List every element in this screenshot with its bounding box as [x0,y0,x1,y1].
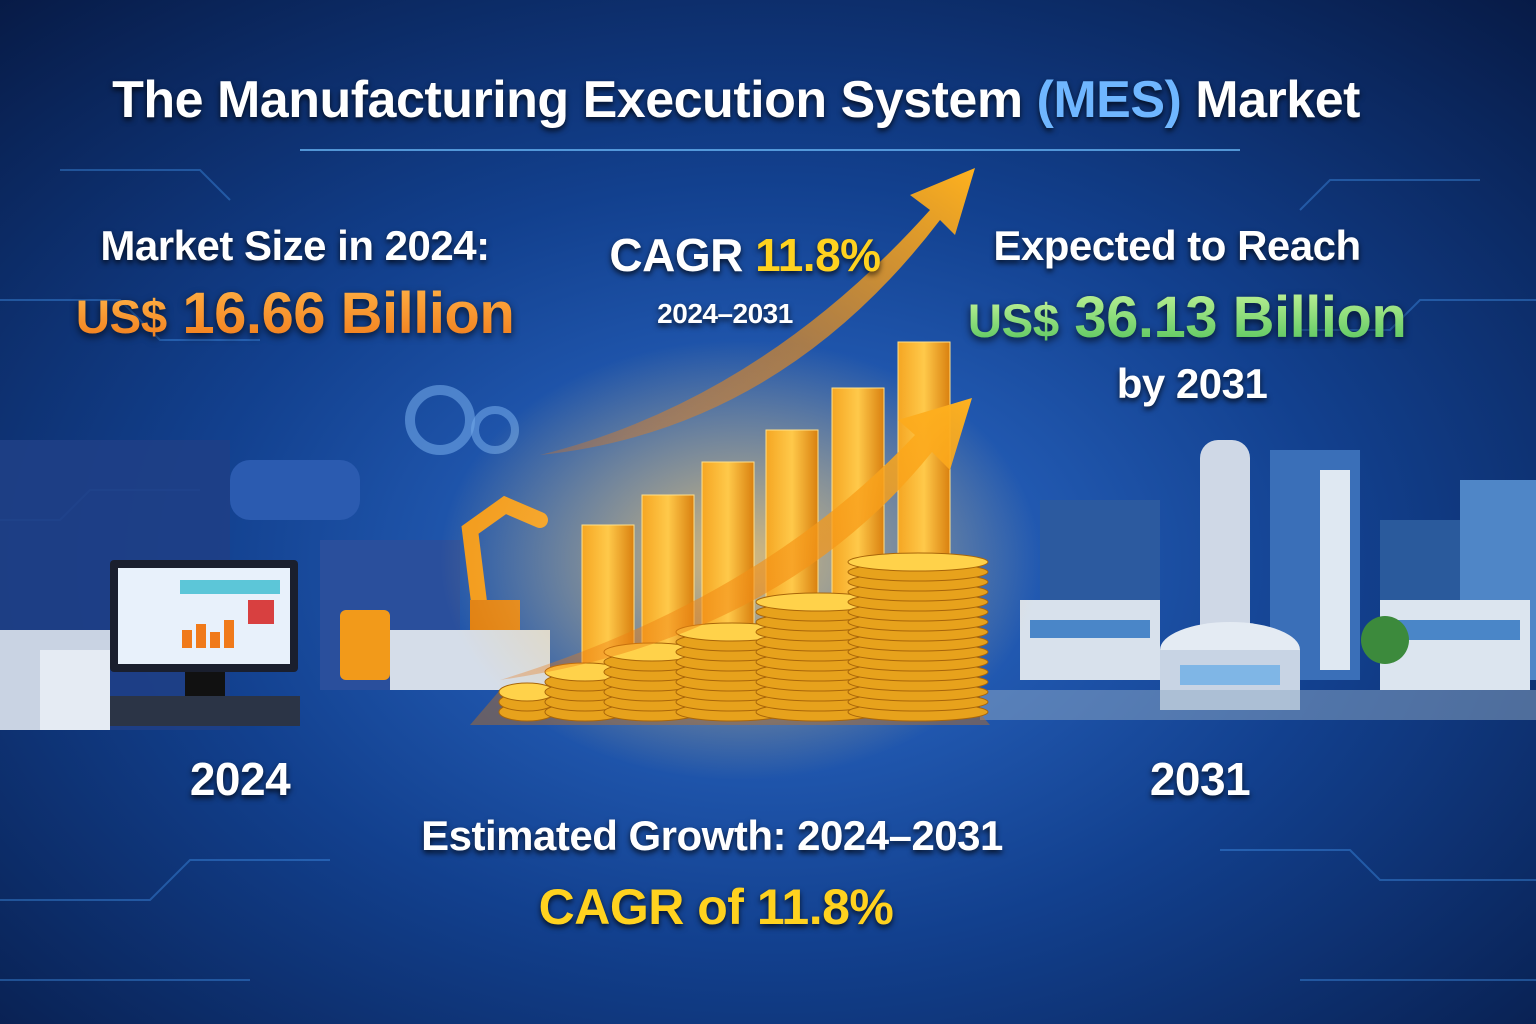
left-factory-part [405,385,475,455]
year-right: 2031 [1149,753,1251,805]
coin [847,552,989,572]
left-factory-part [230,460,360,520]
circuit-line [60,169,231,201]
right-city-part [1030,620,1150,638]
title-highlight: (MES) [1036,71,1182,129]
left-factory-part [340,610,390,680]
footer-growth: Estimated Growth: 2024–2031 [421,812,1003,859]
right-city [980,440,1536,720]
cagr-prefix: CAGR of [538,879,744,935]
left-factory-part [182,630,192,648]
left-factory-part [185,672,225,696]
title-main: The Manufacturing Execution System [112,71,1023,129]
amount: 36.13 Billion [1074,285,1407,350]
circuit-line [1220,849,1536,881]
left-factory-part [210,632,220,648]
cagr-rate: 11.8% [755,229,881,281]
year-left: 2024 [189,753,291,805]
left-factory-part [110,696,300,726]
market-2024-label: Market Size in 2024: [100,222,490,269]
right-city-part [1361,616,1409,664]
amount: 16.66 Billion [182,281,515,346]
left-factory-part [40,650,110,730]
forecast-label: Expected to Reach [993,222,1361,269]
circuit-line [1300,299,1536,331]
growth-arrow-lower [500,398,972,680]
right-city-part [1180,665,1280,685]
title: The Manufacturing Execution System (MES)… [112,70,1360,130]
right-city-part [1320,470,1350,670]
cagr-rate: 11.8% [756,879,894,935]
circuit-line [0,299,260,341]
coin-stacks [498,552,989,722]
left-factory-part [180,580,280,594]
currency: US$ [967,295,1060,348]
currency: US$ [75,291,168,344]
left-factory-part [224,620,234,648]
title-end: Market [1195,71,1360,129]
growth-arrow-upper [540,168,975,455]
left-factory-part [196,624,206,648]
cagr-badge: CAGR 11.8% [609,228,881,282]
right-city-part [1020,600,1160,680]
cagr-label: CAGR [609,229,743,281]
footer-cagr: CAGR of 11.8% [539,878,894,936]
right-city-part [980,690,1536,720]
market-2024-value: US$ 16.66 Billion [76,280,515,347]
right-city-part [1390,620,1520,640]
circuit-line [1299,179,1480,211]
cagr-period: 2024–2031 [657,298,793,329]
right-city-part [1200,440,1250,680]
left-factory-part [248,600,274,624]
forecast-value: US$ 36.13 Billion [968,284,1407,351]
circuit-line [0,859,330,901]
forecast-by: by 2031 [1116,360,1268,407]
